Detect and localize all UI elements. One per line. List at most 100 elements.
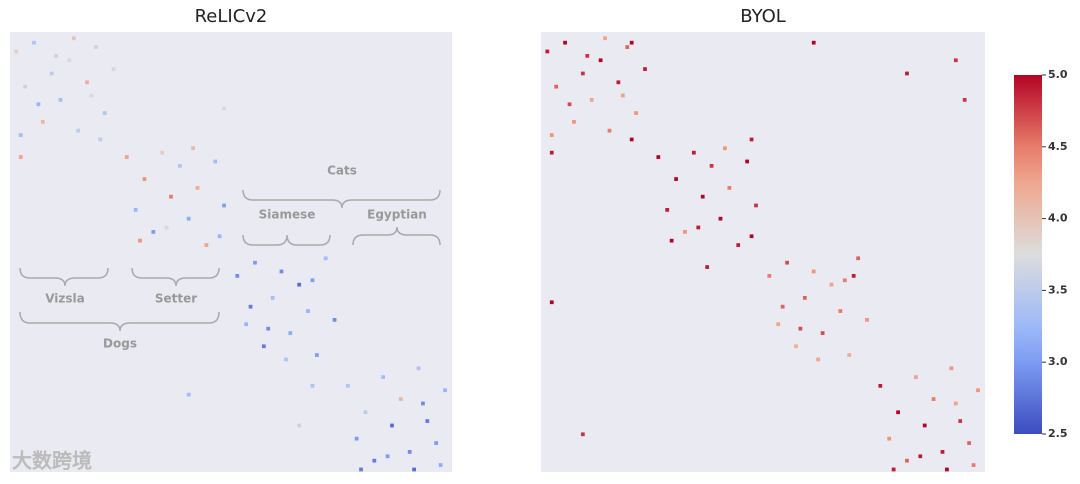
cell [545, 49, 550, 54]
annotation: Cats [327, 164, 357, 178]
cell [669, 238, 674, 243]
cell [580, 71, 585, 76]
cell [354, 436, 359, 441]
annotation: Siamese [259, 208, 316, 222]
cell [332, 318, 337, 322]
cell [390, 423, 394, 428]
cell [709, 164, 714, 168]
cell [749, 234, 754, 239]
cell [945, 467, 949, 472]
cell [634, 111, 639, 115]
colorbar-tick-label: 4.5 [1048, 140, 1068, 153]
cell [434, 441, 439, 445]
cell [133, 208, 138, 212]
cell [425, 419, 430, 423]
cell [438, 463, 443, 467]
cell [288, 331, 293, 335]
cell [363, 410, 368, 415]
cell [554, 84, 559, 89]
cell [124, 155, 129, 159]
cell [213, 159, 218, 164]
cell [323, 256, 328, 261]
colorbar-tick-label: 3.5 [1048, 283, 1068, 296]
colorbar-tick-label: 4.0 [1048, 212, 1068, 225]
cell [253, 260, 257, 265]
cell [727, 186, 732, 190]
cell [67, 58, 72, 63]
cell [385, 454, 390, 459]
cell [971, 463, 976, 467]
cell [372, 458, 377, 463]
cell [696, 225, 701, 230]
cell [940, 450, 945, 454]
cell [887, 436, 892, 441]
cell [381, 375, 386, 379]
cell [674, 177, 678, 181]
colorbar [1014, 75, 1042, 434]
cell [767, 274, 772, 278]
cell [629, 40, 634, 45]
cell [18, 155, 23, 159]
cell [151, 230, 156, 234]
cell [191, 146, 195, 151]
cell [918, 454, 923, 459]
cell [700, 194, 705, 199]
watermark: 大数跨境 [12, 449, 92, 473]
cell [138, 238, 142, 243]
cell [754, 203, 758, 208]
cell [186, 216, 191, 221]
cell [345, 384, 350, 388]
panel-title: BYOL [740, 6, 786, 27]
cell [816, 357, 821, 362]
cell [279, 269, 284, 274]
cell [563, 40, 567, 45]
cell [802, 296, 807, 300]
cell [776, 322, 781, 327]
cell [851, 274, 856, 278]
panel-bg [10, 32, 452, 472]
cell [310, 384, 315, 388]
cell [811, 40, 816, 45]
cell [314, 353, 319, 357]
cell [607, 128, 612, 133]
cell [23, 84, 28, 89]
cell [85, 80, 89, 85]
cell [798, 326, 803, 331]
cell [58, 98, 63, 102]
cell [549, 150, 554, 155]
cell [421, 401, 425, 406]
brace [131, 267, 220, 287]
cell [794, 344, 798, 349]
cell [958, 419, 963, 423]
cell [169, 194, 173, 199]
cell [270, 296, 275, 300]
cell [186, 392, 191, 397]
cell [913, 375, 918, 379]
cell [625, 45, 630, 49]
cell [235, 274, 240, 278]
cell [705, 265, 710, 269]
cell [443, 388, 447, 393]
cell [549, 300, 554, 305]
cell [905, 458, 909, 463]
cell [820, 331, 825, 335]
cell [266, 326, 271, 331]
annotation: Setter [155, 292, 197, 306]
cell [931, 397, 936, 401]
cell [71, 36, 76, 41]
cell [683, 230, 687, 234]
cell [785, 260, 789, 265]
cell [736, 243, 741, 247]
cell [244, 322, 249, 327]
cell [865, 318, 869, 322]
cell [723, 146, 727, 151]
cell [89, 93, 94, 98]
cell [195, 186, 200, 190]
cell [856, 256, 861, 261]
cell [407, 450, 412, 454]
cell [164, 225, 169, 230]
cell [142, 177, 147, 181]
cell [905, 71, 909, 76]
panel-bg [541, 32, 985, 472]
